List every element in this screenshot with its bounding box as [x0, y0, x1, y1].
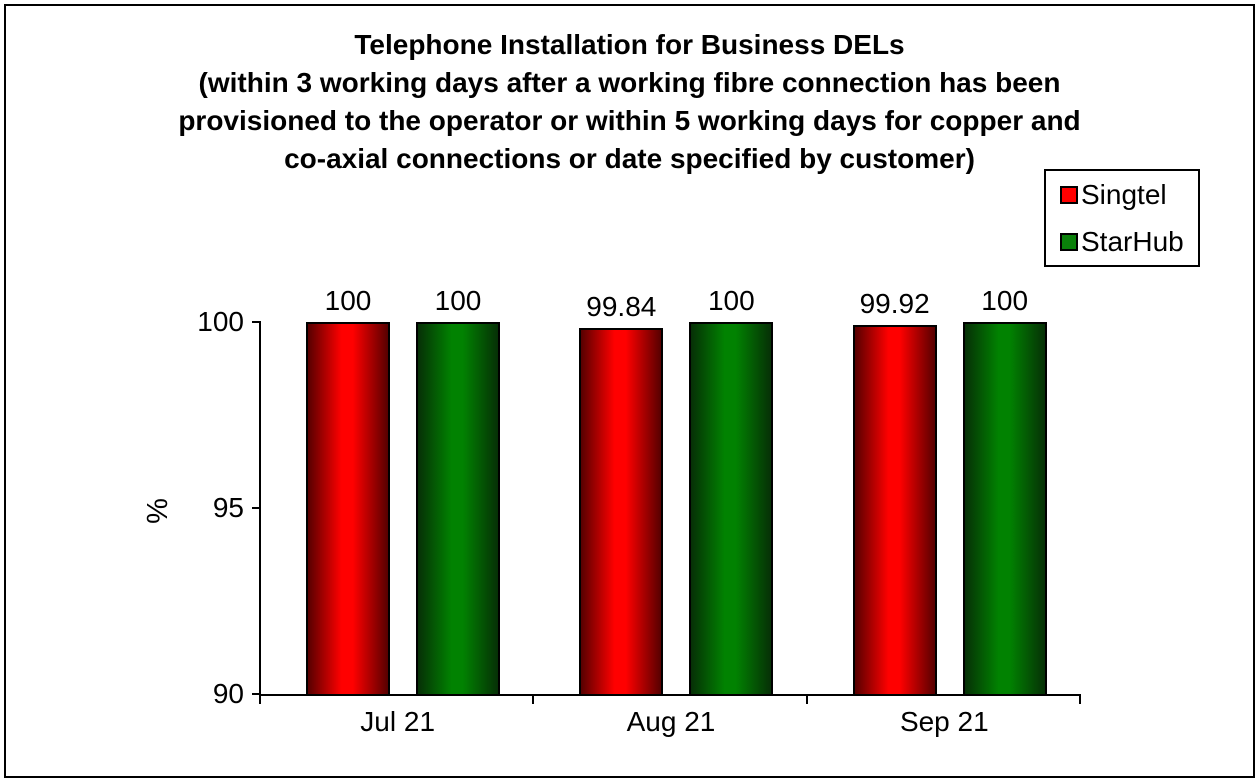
bar-singtel-sep-21 — [852, 324, 937, 696]
bar-starhub-jul-21 — [416, 322, 500, 696]
x-axis-line — [259, 694, 1081, 696]
bar-value-label-singtel-jul-21: 100 — [324, 285, 372, 316]
y-tick-mark — [252, 507, 261, 509]
chart-title-line-4: co-axial connections or date specified b… — [284, 143, 975, 174]
x-tick-mark — [259, 694, 261, 704]
bar-singtel-aug-21 — [579, 327, 664, 696]
y-axis-line — [259, 322, 261, 696]
x-tick-mark — [805, 694, 808, 704]
y-tick-label: 90 — [212, 678, 244, 709]
bar-singtel-jul-21 — [306, 322, 390, 696]
legend-item-starhub: StarHub — [1060, 226, 1198, 258]
chart-title: Telephone Installation for Business DELs… — [0, 26, 1259, 178]
legend-swatch-starhub — [1060, 232, 1078, 251]
legend-label-singtel: Singtel — [1081, 178, 1167, 210]
y-tick-label: 100 — [197, 306, 244, 337]
chart-title-line-3: provisioned to the operator or within 5 … — [178, 105, 1081, 136]
chart-title-line-1: Telephone Installation for Business DELs — [354, 29, 905, 60]
y-tick-label: 95 — [212, 492, 244, 523]
legend-label-starhub: StarHub — [1081, 225, 1184, 257]
legend-swatch-singtel — [1060, 185, 1078, 204]
legend: Singtel StarHub — [1044, 169, 1200, 267]
chart-title-line-2: (within 3 working days after a working f… — [198, 67, 1061, 98]
bar-value-label-starhub-aug-21: 100 — [707, 285, 755, 316]
bar-value-label-starhub-sep-21: 100 — [981, 285, 1029, 316]
y-axis-title: % — [141, 498, 174, 524]
legend-item-singtel: Singtel — [1060, 179, 1198, 211]
x-category-label: Jul 21 — [360, 706, 436, 737]
x-tick-mark — [532, 694, 535, 704]
bar-value-label-starhub-jul-21: 100 — [434, 285, 482, 316]
bar-value-label-singtel-sep-21: 99.92 — [859, 287, 930, 319]
bar-value-label-singtel-aug-21: 99.84 — [586, 290, 657, 322]
bar-starhub-sep-21 — [962, 322, 1047, 696]
x-category-label: Sep 21 — [899, 706, 989, 737]
y-tick-mark — [252, 693, 261, 695]
x-tick-mark — [1079, 694, 1081, 704]
x-category-label: Aug 21 — [626, 706, 716, 737]
bar-starhub-aug-21 — [689, 322, 774, 696]
chart-border — [4, 4, 1255, 778]
y-tick-mark — [252, 321, 261, 323]
